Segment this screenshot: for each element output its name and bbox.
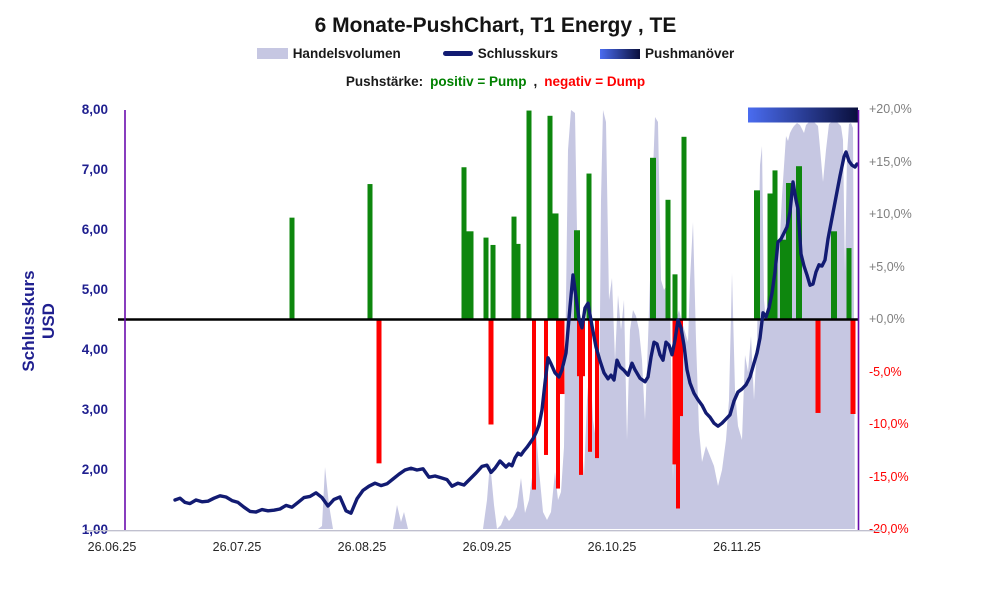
push-strength-prefix: Pushstärke:: [345, 74, 424, 89]
x-tick-label: 26.08.25: [337, 540, 387, 554]
legend-push-label: Pushmanöver: [645, 46, 735, 61]
volume-swatch-icon: [256, 48, 288, 59]
y-right-tick-label: -10,0%: [869, 417, 909, 431]
y-right-tick-label: -15,0%: [869, 469, 909, 484]
chart-legend: Handelsvolumen Schlusskurs Pushmanöver: [0, 46, 991, 61]
push-marker-bar: [748, 107, 858, 123]
chart-title: 6 Monate-PushChart, T1 Energy , TE: [314, 14, 677, 37]
x-tick-label: 26.11.25: [713, 540, 761, 554]
y-right-tick-label: +15,0%: [869, 154, 912, 169]
y-right-tick-label: +5,0%: [869, 259, 905, 274]
push-gradient-swatch-icon: [600, 48, 641, 59]
x-tick-label: 26.10.25: [587, 540, 637, 554]
legend-close-label: Schlusskurs: [477, 46, 559, 61]
legend-item-volume: Handelsvolumen: [256, 46, 401, 61]
y-left-tick-label: 2,00: [81, 462, 108, 477]
axis-lines: [85, 110, 882, 532]
pump-note: positiv = Pump: [430, 74, 527, 89]
legend-item-push: Pushmanöver: [600, 46, 734, 61]
x-tick-label: 26.06.25: [87, 540, 137, 554]
close-line-swatch-icon: [442, 51, 473, 56]
x-tick-label: 26.09.25: [462, 540, 512, 554]
y-left-tick-label: 8,00: [81, 102, 108, 117]
note-separator: ,: [533, 74, 538, 89]
x-tick-label: 26.07.25: [212, 540, 262, 554]
y-left-tick-label: 7,00: [81, 162, 108, 177]
legend-item-close: Schlusskurs: [442, 46, 559, 61]
dump-note: negativ = Dump: [544, 74, 646, 89]
volume-area: [125, 110, 855, 529]
close-price-line: [173, 150, 859, 515]
y-left-tick-label: 1,00: [81, 522, 108, 537]
y-right-tick-label: -5,0%: [869, 364, 902, 379]
y-right-tick-label: +0,0%: [869, 312, 905, 326]
y-right-tick-label: +10,0%: [869, 207, 912, 221]
y-left-tick-label: 4,00: [81, 342, 108, 357]
y-left-tick-label: 3,00: [81, 402, 108, 417]
push-strength-note: Pushstärke: positiv = Pump, negativ = Du…: [0, 74, 991, 89]
y-left-tick-label: 5,00: [81, 282, 108, 297]
y-right-tick-label: +20,0%: [869, 102, 912, 116]
legend-volume-label: Handelsvolumen: [292, 46, 401, 61]
y-left-tick-label: 6,00: [81, 222, 108, 237]
y-right-tick-label: -20,0%: [869, 522, 909, 536]
